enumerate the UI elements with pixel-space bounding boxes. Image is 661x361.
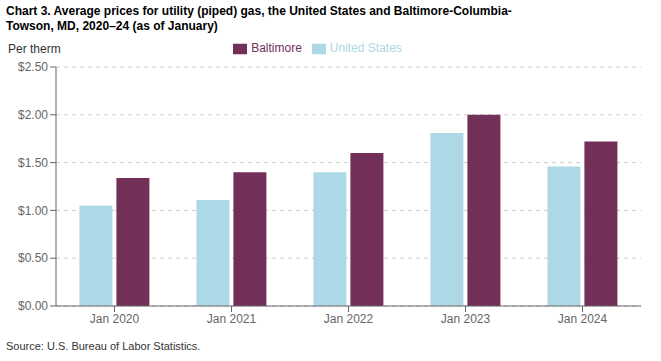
html-text:United States: United States bbox=[329, 41, 402, 55]
svg-text:Jan 2020: Jan 2020 bbox=[90, 312, 140, 326]
svg-text:Jan 2021: Jan 2021 bbox=[207, 312, 257, 326]
svg-text:$0.50: $0.50 bbox=[18, 251, 48, 265]
html-text:Baltimore: Baltimore bbox=[251, 41, 302, 55]
svg-text:$2.00: $2.00 bbox=[18, 108, 48, 122]
html-text:Source: U.S. Bureau of Labor S: Source: U.S. Bureau of Labor Statistics. bbox=[6, 340, 201, 352]
svg-text:Jan 2022: Jan 2022 bbox=[324, 312, 374, 326]
html-text:Towson, MD, 2020–24 (as of Jan: Towson, MD, 2020–24 (as of January) bbox=[6, 19, 218, 33]
svg-text:Jan 2024: Jan 2024 bbox=[558, 312, 608, 326]
svg-text:$2.50: $2.50 bbox=[18, 60, 48, 74]
svg-text:$1.50: $1.50 bbox=[18, 156, 48, 170]
svg-text:$1.00: $1.00 bbox=[18, 204, 48, 218]
html-text:Chart 3. Average prices for ut: Chart 3. Average prices for utility (pip… bbox=[6, 4, 512, 18]
svg-text:Jan 2023: Jan 2023 bbox=[441, 312, 491, 326]
html-text:Per therm: Per therm bbox=[8, 42, 61, 56]
svg-text:$0.00: $0.00 bbox=[18, 299, 48, 313]
